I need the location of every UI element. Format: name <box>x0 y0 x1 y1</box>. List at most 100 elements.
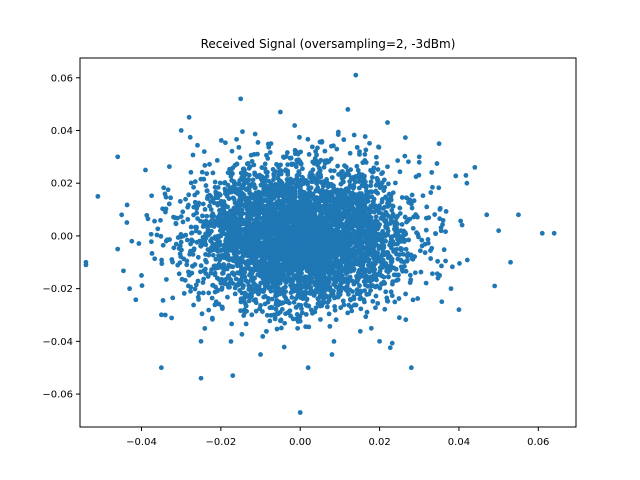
data-point <box>341 137 347 143</box>
data-point <box>252 196 258 202</box>
data-point <box>398 264 404 270</box>
data-point <box>229 148 235 154</box>
data-point <box>206 307 212 313</box>
data-point <box>194 210 200 216</box>
data-point <box>198 176 204 182</box>
data-point <box>368 179 374 185</box>
data-point <box>343 262 349 268</box>
data-point <box>194 224 199 230</box>
data-point <box>139 283 145 289</box>
data-point <box>396 296 402 301</box>
data-point <box>303 324 309 330</box>
data-point <box>270 230 276 236</box>
data-point <box>327 232 333 238</box>
data-point <box>296 157 302 163</box>
data-point <box>304 226 310 232</box>
data-point <box>262 161 268 167</box>
data-point <box>294 228 299 234</box>
data-point <box>371 273 377 279</box>
data-point <box>384 265 390 271</box>
data-point <box>324 294 329 299</box>
data-point <box>269 248 274 254</box>
data-point <box>400 251 406 257</box>
data-point <box>343 193 349 199</box>
data-point <box>238 255 244 261</box>
data-point <box>232 291 238 297</box>
data-point <box>389 207 395 213</box>
data-point <box>242 269 248 275</box>
data-point <box>388 194 394 199</box>
data-point <box>278 318 283 324</box>
data-point <box>273 306 279 312</box>
data-point <box>213 284 218 290</box>
data-point <box>403 317 409 323</box>
data-point <box>275 175 281 181</box>
data-point <box>256 205 261 211</box>
data-point <box>201 219 207 225</box>
data-point <box>191 246 197 252</box>
data-point <box>296 180 301 186</box>
data-point <box>260 178 265 184</box>
data-point <box>261 186 267 192</box>
data-point <box>210 196 216 202</box>
data-point <box>262 248 267 254</box>
data-point <box>404 258 410 264</box>
data-point <box>202 326 208 331</box>
data-point <box>443 229 448 235</box>
data-point <box>217 180 223 186</box>
data-point <box>408 201 414 207</box>
data-point <box>302 177 307 183</box>
data-point <box>373 224 379 230</box>
data-point <box>230 195 236 201</box>
data-point <box>326 311 332 317</box>
data-point <box>287 224 293 230</box>
data-point <box>363 179 368 185</box>
data-point <box>163 194 169 200</box>
data-point <box>253 217 259 223</box>
data-point <box>411 198 417 204</box>
data-point <box>239 185 245 191</box>
data-point <box>269 296 275 302</box>
data-point <box>188 224 194 230</box>
data-point <box>250 290 255 295</box>
data-point <box>221 267 227 273</box>
data-point <box>258 280 264 286</box>
data-point <box>188 241 194 247</box>
data-point <box>331 168 337 174</box>
data-point <box>423 227 429 233</box>
data-point <box>222 140 228 146</box>
data-point <box>290 241 296 247</box>
data-point <box>358 248 363 254</box>
data-point <box>271 173 277 178</box>
data-point <box>395 236 400 242</box>
data-point <box>290 191 296 197</box>
data-point <box>386 201 391 207</box>
data-point <box>276 252 282 258</box>
data-point <box>278 325 284 331</box>
data-point <box>239 331 245 337</box>
data-point <box>279 306 285 312</box>
data-point <box>206 193 211 199</box>
data-point <box>191 184 196 190</box>
data-point <box>293 296 299 301</box>
data-point <box>406 159 411 165</box>
data-point <box>415 296 421 301</box>
data-point <box>232 232 238 238</box>
data-point <box>357 221 363 227</box>
data-point <box>192 192 198 198</box>
data-point <box>347 150 353 156</box>
data-point <box>270 209 276 214</box>
data-point <box>212 266 218 271</box>
data-point <box>341 211 346 217</box>
data-point <box>288 313 294 319</box>
data-point <box>319 275 325 281</box>
data-point <box>369 277 375 283</box>
data-point <box>412 270 418 276</box>
data-point <box>318 157 324 163</box>
data-point <box>236 144 242 150</box>
data-point <box>155 226 161 232</box>
data-point <box>275 276 281 282</box>
data-point <box>251 228 257 234</box>
data-point <box>390 190 396 196</box>
data-point <box>267 262 273 268</box>
